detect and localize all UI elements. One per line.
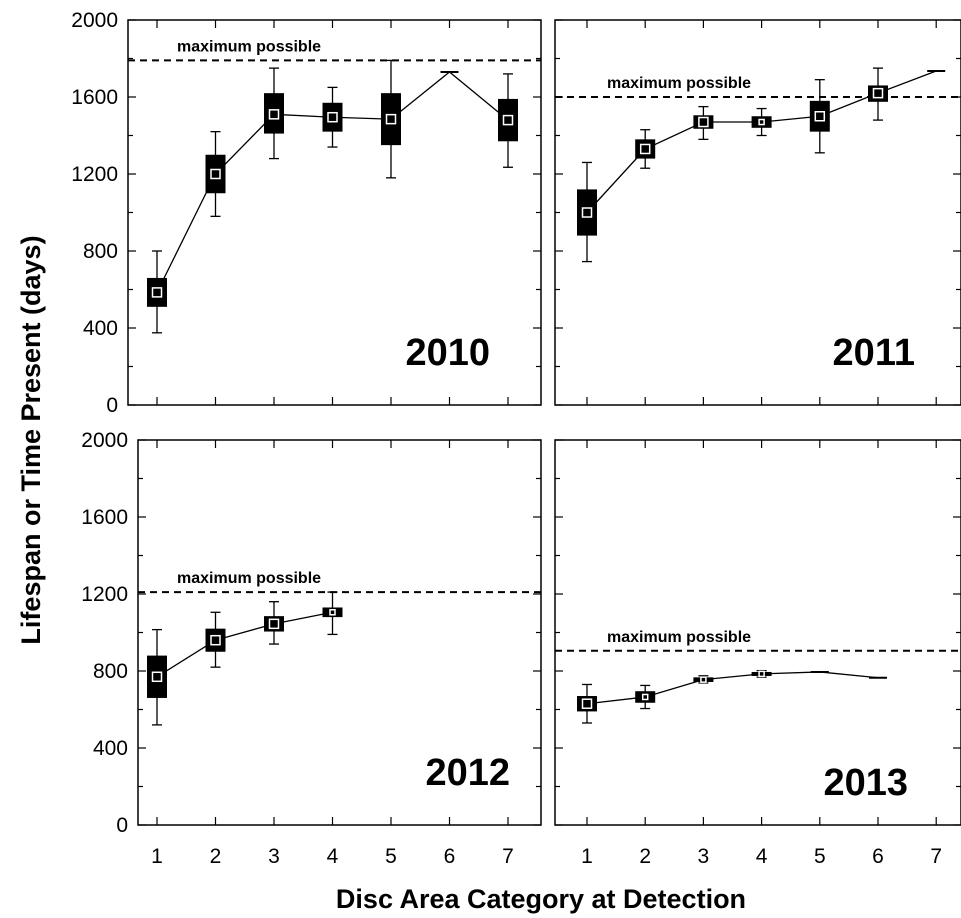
median-marker xyxy=(151,671,163,683)
median-marker xyxy=(502,114,514,126)
box-4 xyxy=(751,107,772,137)
median-marker xyxy=(639,143,651,155)
box-6 xyxy=(868,67,888,121)
box-5 xyxy=(381,59,401,179)
box-3 xyxy=(693,105,714,141)
x-tick-label: 7 xyxy=(502,845,514,868)
median-marker xyxy=(698,116,709,128)
x-tick-label: 1 xyxy=(151,845,163,868)
box-1 xyxy=(577,683,597,724)
box-1 xyxy=(147,250,167,334)
panels-group: 0 400 800 1200 1600 2000 maximum possible 2010 m… xyxy=(71,9,961,868)
box-3 xyxy=(693,675,714,684)
median-marker xyxy=(758,670,765,678)
y-tick-label: 1600 xyxy=(81,506,128,529)
x-tick-label: 1 xyxy=(581,845,593,868)
median-marker xyxy=(758,118,765,126)
y-tick-label: 1600 xyxy=(71,86,118,109)
x-tick-label: 6 xyxy=(872,845,884,868)
panel-2013: 1 2 3 4 5 6 7 maximum possible 2013 xyxy=(554,439,961,868)
max-possible-label: maximum possible xyxy=(607,75,751,92)
y-axis-title: Lifespan or Time Present (days) xyxy=(16,235,46,644)
y-tick-label: 800 xyxy=(83,240,118,263)
max-possible-label: maximum possible xyxy=(607,629,751,646)
box-5 xyxy=(809,79,830,154)
box-4 xyxy=(751,669,772,678)
median-marker xyxy=(581,698,593,709)
median-line xyxy=(586,671,879,705)
x-tick-label: 7 xyxy=(930,845,942,868)
median-marker xyxy=(268,109,280,120)
median-line xyxy=(156,611,333,678)
y-tick-label: 0 xyxy=(116,814,128,837)
max-possible-label: maximum possible xyxy=(177,570,321,587)
y-tick-label: 0 xyxy=(106,394,118,417)
y-tick-label: 2000 xyxy=(71,9,118,32)
x-tick-label: 4 xyxy=(756,845,768,868)
median-marker xyxy=(210,634,221,646)
panel-year-label: 2012 xyxy=(425,752,510,794)
max-possible-label: maximum possible xyxy=(177,38,321,55)
median-marker xyxy=(327,111,338,123)
median-marker xyxy=(814,111,826,122)
median-marker xyxy=(641,693,649,701)
y-tick-label: 400 xyxy=(83,317,118,340)
box-2 xyxy=(205,611,226,668)
panel-2012: 0 400 800 1200 1600 2000 1 2 3 4 5 6 7 maximum possib… xyxy=(81,429,542,868)
x-tick-label: 6 xyxy=(444,845,456,868)
box-3 xyxy=(264,601,284,645)
median-marker xyxy=(210,168,221,180)
y-tick-label: 1200 xyxy=(81,583,128,606)
x-tick-label: 2 xyxy=(210,845,222,868)
y-tick-label: 1200 xyxy=(71,163,118,186)
y-tick-label: 800 xyxy=(93,660,128,683)
median-marker xyxy=(700,676,707,683)
y-tick-label: 2000 xyxy=(81,429,128,452)
y-tick-label: 400 xyxy=(93,737,128,760)
box-4 xyxy=(322,86,343,148)
median-marker xyxy=(581,207,593,218)
median-marker xyxy=(329,609,336,616)
box-2 xyxy=(635,129,656,169)
panel-year-label: 2013 xyxy=(823,762,908,804)
x-tick-label: 3 xyxy=(268,845,280,868)
panel-2011: maximum possible 2011 xyxy=(554,19,961,406)
box-2 xyxy=(205,130,226,218)
x-axis-title: Disc Area Category at Detection xyxy=(336,884,746,914)
panel-year-label: 2010 xyxy=(405,332,490,374)
box-1 xyxy=(147,628,167,726)
box-2 xyxy=(635,684,656,710)
x-tick-label: 3 xyxy=(698,845,710,868)
x-tick-label: 2 xyxy=(639,845,651,868)
panel-2010: 0 400 800 1200 1600 2000 maximum possible 2010 xyxy=(71,9,542,417)
box-4 xyxy=(322,591,343,636)
x-tick-label: 5 xyxy=(814,845,826,868)
x-tick-label: 5 xyxy=(385,845,397,868)
median-marker xyxy=(268,618,280,630)
box-3 xyxy=(264,67,284,160)
median-marker xyxy=(151,287,163,298)
median-marker xyxy=(872,87,884,99)
median-marker xyxy=(385,113,397,125)
panel-year-label: 2011 xyxy=(833,332,915,374)
box-1 xyxy=(577,161,597,263)
box-7 xyxy=(498,73,518,168)
x-tick-label: 4 xyxy=(327,845,339,868)
